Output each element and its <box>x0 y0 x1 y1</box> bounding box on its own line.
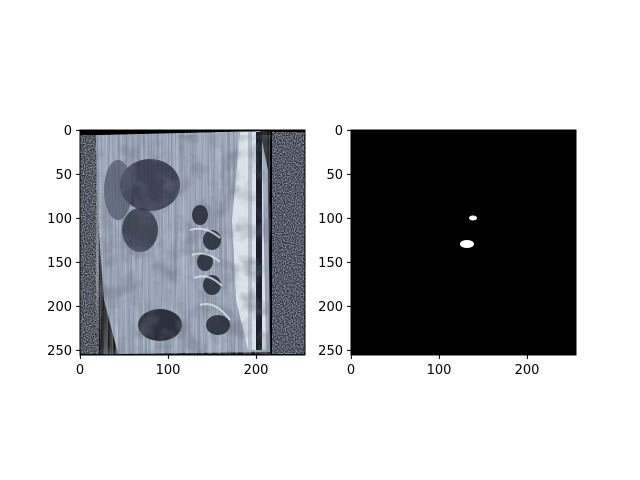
mri-y-tick-label: 0 <box>64 124 72 139</box>
segmentation-mask-image <box>351 130 576 355</box>
mask-panel: 0 50 100 150 200 250 0 100 200 <box>318 124 576 378</box>
mri-slice-image <box>80 130 305 355</box>
mri-slice-panel: 0 50 100 150 200 250 0 100 200 <box>47 124 305 378</box>
mri-x-tick-label: 0 <box>76 363 84 378</box>
mri-y-tick-label: 250 <box>47 344 72 359</box>
mask-y-tick-label: 50 <box>326 168 343 183</box>
mask-blob-large <box>460 240 474 248</box>
mask-x-axis: 0 100 200 <box>347 355 540 378</box>
mask-blob-small <box>469 216 477 221</box>
mask-y-axis: 0 50 100 150 200 250 <box>318 124 351 359</box>
mask-y-tick-label: 100 <box>318 212 343 227</box>
mri-y-tick-label: 200 <box>47 300 72 315</box>
mri-y-tick-label: 150 <box>47 256 72 271</box>
mri-x-axis: 0 100 200 <box>76 355 269 378</box>
mask-y-tick-label: 200 <box>318 300 343 315</box>
mri-y-axis: 0 50 100 150 200 250 <box>47 124 80 359</box>
mri-y-tick-label: 100 <box>47 212 72 227</box>
mask-y-tick-label: 0 <box>335 124 343 139</box>
mask-x-tick-label: 0 <box>347 363 355 378</box>
mask-y-tick-label: 150 <box>318 256 343 271</box>
mri-x-tick-label: 200 <box>244 363 269 378</box>
mask-y-tick-label: 250 <box>318 344 343 359</box>
mri-y-tick-label: 50 <box>55 168 72 183</box>
mask-x-tick-label: 100 <box>427 363 452 378</box>
mri-x-tick-label: 100 <box>156 363 181 378</box>
mask-x-tick-label: 200 <box>515 363 540 378</box>
